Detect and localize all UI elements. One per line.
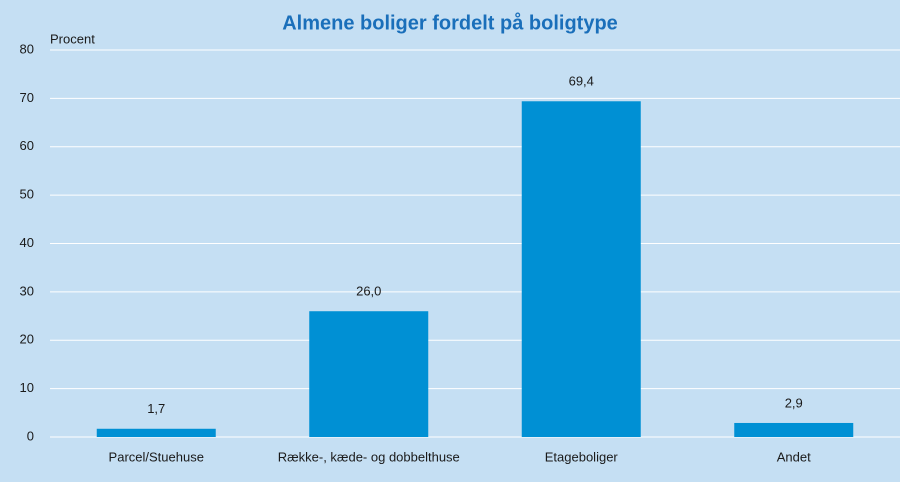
y-tick-label: 10: [20, 380, 34, 395]
y-tick-label: 80: [20, 41, 34, 56]
bar: [309, 311, 429, 437]
x-tick-label: Parcel/Stuehuse: [109, 449, 204, 464]
value-label: 1,7: [147, 401, 165, 416]
value-label: 69,4: [569, 74, 594, 89]
y-tick-label: 40: [20, 235, 34, 250]
y-axis-label: Procent: [50, 31, 95, 46]
x-tick-label: Andet: [777, 449, 811, 464]
bar: [521, 101, 641, 437]
bar: [96, 428, 216, 437]
y-tick-label: 60: [20, 138, 34, 153]
chart-title: Almene boliger fordelt på boligtype: [282, 11, 618, 34]
x-tick-label: Række-, kæde- og dobbelthuse: [278, 449, 460, 464]
value-label: 26,0: [356, 284, 381, 299]
y-tick-label: 70: [20, 90, 34, 105]
y-tick-label: 0: [27, 428, 34, 443]
y-tick-label: 20: [20, 332, 34, 347]
value-label: 2,9: [785, 395, 803, 410]
bar: [734, 422, 854, 437]
x-tick-label: Etageboliger: [545, 449, 619, 464]
y-tick-label: 30: [20, 283, 34, 298]
y-tick-label: 50: [20, 187, 34, 202]
